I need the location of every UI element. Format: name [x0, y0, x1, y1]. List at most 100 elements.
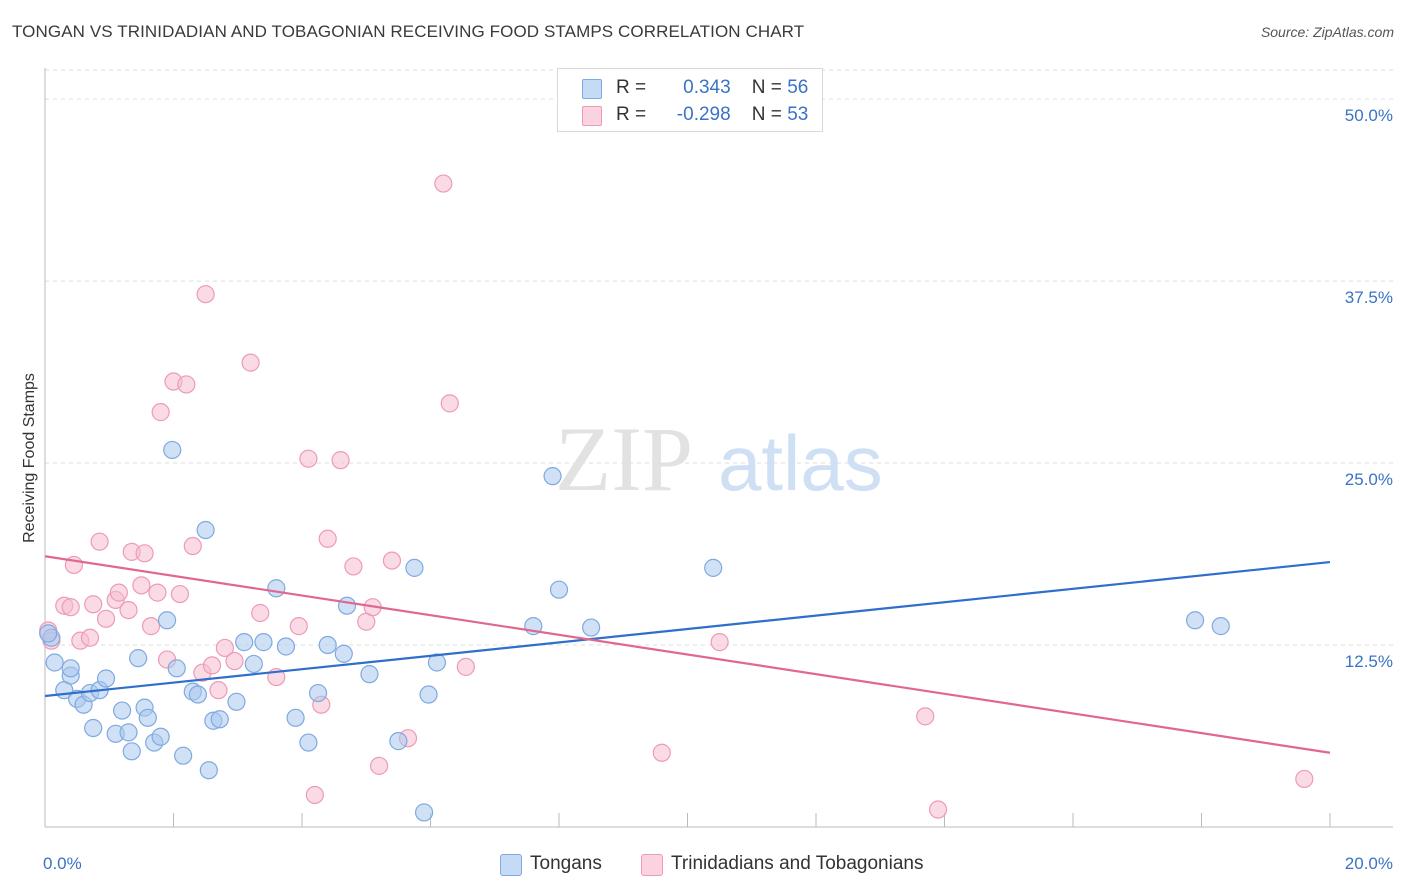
y-tick-label-0: 12.5%	[1345, 652, 1393, 671]
tongan-point-4	[61, 659, 80, 678]
trinidadian-point-30	[241, 353, 260, 372]
tongan-point-50	[549, 580, 569, 599]
tongan-point-1	[45, 653, 64, 672]
tongan-point-34	[267, 579, 286, 598]
trinidadian-point-23	[183, 536, 202, 556]
trinidadian-point-29	[225, 651, 244, 671]
trinidadian-point-45	[434, 174, 453, 193]
tongan-point-19	[151, 727, 170, 746]
trinidadian-point-11	[109, 583, 128, 602]
tongan-point-40	[334, 644, 353, 663]
trinidadian-point-47	[456, 657, 475, 676]
tongan-points	[39, 440, 1230, 822]
tongan-point-21	[163, 440, 182, 460]
trinidadian-point-48	[652, 743, 671, 762]
series-label-trinidadians: Trinidadians and Tobagonians	[671, 853, 924, 874]
tongan-point-29	[210, 710, 229, 729]
tongan-trend-line	[44, 560, 1331, 698]
legend-n-value-trinidadians: 53	[787, 104, 809, 125]
y-tick-label-3: 50.0%	[1345, 106, 1393, 125]
tongan-point-27	[199, 761, 218, 780]
x-tick-label-max: 20.0%	[1345, 854, 1393, 873]
trinidadian-point-52	[1295, 769, 1314, 789]
trinidadian-point-34	[299, 449, 318, 468]
trinidadian-point-16	[141, 617, 161, 636]
trinidadian-point-14	[132, 576, 151, 595]
trinidadian-point-42	[370, 756, 389, 775]
watermark: ZIP atlas	[555, 408, 883, 510]
tongan-point-20	[157, 611, 177, 630]
tongan-point-42	[360, 665, 379, 684]
tongan-point-44	[405, 558, 424, 577]
y-axis-label: Receiving Food Stamps	[21, 373, 38, 543]
trend-lines	[44, 555, 1331, 754]
trinidadian-point-17	[148, 583, 167, 602]
legend-n-label: N =	[751, 104, 782, 125]
trinidadian-point-26	[202, 656, 222, 675]
trinidadian-point-49	[710, 633, 729, 652]
trinidadian-point-39	[344, 557, 363, 576]
tongan-point-13	[119, 723, 138, 742]
trinidadian-point-50	[916, 707, 935, 726]
tongan-point-37	[299, 733, 318, 752]
trinidadian-point-8	[90, 532, 109, 551]
tongan-point-35	[276, 637, 296, 656]
tongan-point-39	[318, 635, 337, 655]
legend-swatch-tongans	[582, 79, 602, 99]
series-swatch-trinidadians	[641, 854, 663, 876]
trinidadian-point-15	[135, 544, 154, 563]
trinidadian-point-22	[177, 375, 196, 394]
tongan-point-8	[84, 718, 103, 738]
trinidadian-point-3	[61, 598, 80, 617]
tongan-point-15	[129, 649, 148, 668]
trinidadian-point-43	[382, 551, 402, 570]
legend-n-label: N =	[751, 77, 782, 98]
trinidadian-point-7	[84, 595, 103, 614]
tongan-point-46	[419, 685, 438, 704]
series-swatch-tongans	[500, 854, 522, 876]
watermark-zip: ZIP	[555, 408, 693, 510]
tongan-point-14	[122, 742, 141, 761]
source-credit: Source: ZipAtlas.com	[1260, 24, 1394, 40]
legend-swatch-trinidadians	[582, 106, 602, 126]
tongan-point-45	[414, 803, 434, 822]
tongan-point-22	[167, 659, 186, 678]
legend-r-value-trinidadians: -0.298	[676, 104, 731, 125]
trinidadian-point-46	[440, 394, 459, 413]
trinidadian-point-35	[305, 785, 324, 805]
trinidadian-point-28	[215, 638, 234, 658]
trinidadian-point-51	[928, 800, 948, 819]
legend-n-value-tongans: 56	[787, 77, 809, 98]
tongan-point-43	[389, 732, 408, 751]
tongan-point-51	[582, 618, 601, 637]
trinidadian-point-33	[289, 617, 308, 636]
trinidadian-point-21	[170, 584, 190, 604]
tongan-point-12	[112, 701, 132, 720]
series-legend: Tongans Trinidadians and Tobagonians	[0, 852, 1406, 878]
legend-r-label: R =	[616, 77, 647, 98]
trinidadian-point-12	[119, 600, 138, 620]
tongan-point-30	[227, 692, 246, 711]
trinidadian-point-27	[209, 681, 228, 700]
tongan-point-31	[235, 633, 254, 652]
y-tick-labels: 12.5% 25.0% 37.5% 50.0%	[1345, 106, 1393, 671]
trinidadian-point-9	[96, 609, 116, 628]
trinidadian-point-38	[331, 451, 350, 470]
tongan-point-53	[1185, 611, 1205, 630]
tongan-point-38	[308, 683, 328, 703]
tongan-point-23	[174, 746, 193, 765]
tongan-point-25	[188, 685, 208, 704]
tongan-point-10	[96, 669, 116, 688]
trinidadian-point-6	[80, 628, 100, 647]
y-tick-label-1: 25.0%	[1345, 470, 1393, 489]
tongan-point-49	[543, 467, 562, 486]
tongan-point-54	[1211, 617, 1230, 636]
tongan-point-47	[427, 653, 447, 672]
tongan-point-36	[286, 708, 305, 727]
tongan-point-26	[196, 520, 215, 540]
legend-r-label: R =	[616, 104, 647, 125]
tongan-point-55	[39, 624, 58, 643]
x-tick-labels: 0.0% 20.0%	[43, 854, 1393, 873]
axes	[44, 68, 1393, 828]
